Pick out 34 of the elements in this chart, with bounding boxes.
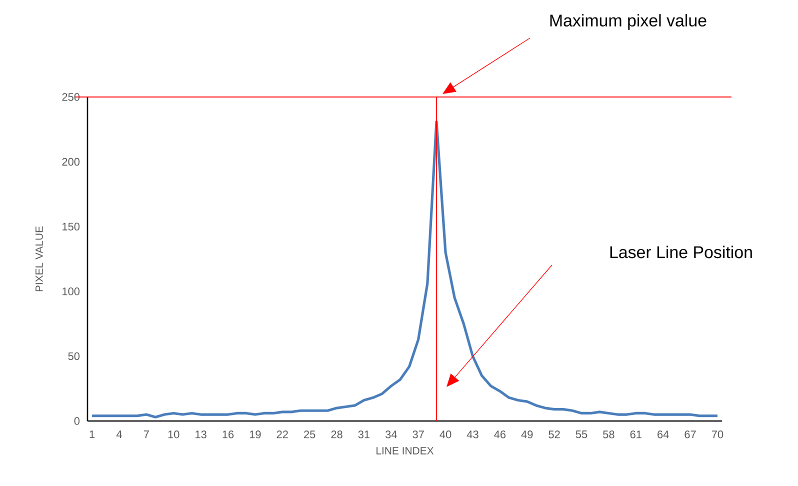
x-tick-label: 4 [116, 430, 122, 438]
x-tick-label: 31 [358, 430, 370, 438]
y-axis-title: PIXEL VALUE [36, 226, 43, 292]
x-tick-label: 25 [304, 430, 316, 438]
x-tick-label: 19 [250, 430, 261, 438]
x-tick-label: 67 [684, 430, 696, 438]
y-tick-label: 100 [62, 288, 80, 296]
x-tick-label: 13 [196, 430, 206, 438]
x-tick-label: 40 [440, 430, 452, 438]
x-tick-label: 16 [222, 430, 234, 438]
x-tick-label: 37 [412, 430, 424, 438]
annotation: Laser Line Position [610, 246, 752, 258]
x-tick-label: 28 [331, 430, 342, 438]
x-tick-label: 43 [466, 430, 478, 438]
text: Maximum pixel value [550, 14, 706, 30]
x-tick-label: 49 [521, 430, 533, 438]
y-tick-label: 150 [62, 222, 80, 230]
x-tick-label: 70 [712, 430, 724, 438]
y-tick-label: 0 [74, 417, 80, 425]
x-tick-label: 1 [90, 430, 95, 438]
x-tick-label: 34 [385, 430, 397, 438]
x-tick-label: 64 [658, 430, 669, 438]
y-tick-label: 200 [62, 158, 80, 166]
x-tick-label: 52 [548, 430, 560, 438]
x-tick-label: 58 [603, 430, 614, 438]
x-tick-label: 61 [630, 430, 642, 438]
x-tick-label: 7 [144, 430, 149, 438]
x-tick-label: 22 [276, 430, 288, 438]
x-axis-title: LINE INDEX [376, 447, 434, 454]
y-tick-label: 50 [68, 352, 80, 360]
x-tick-label: 10 [168, 430, 180, 438]
x-tick-label: 55 [576, 430, 588, 438]
y-tick-label: 250 [62, 93, 80, 101]
x-tick-label: 46 [494, 430, 506, 438]
